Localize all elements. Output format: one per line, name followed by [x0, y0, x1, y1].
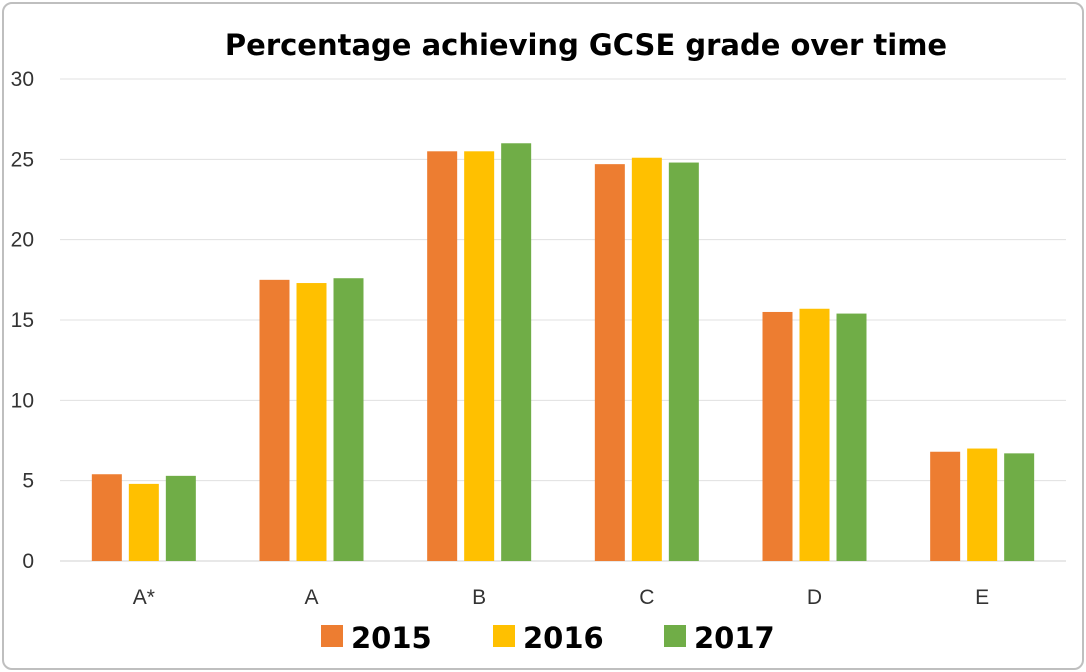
bar-2017-A*	[165, 475, 196, 561]
x-tick-label: A*	[133, 586, 155, 609]
bar-2016-B	[464, 151, 495, 562]
legend-swatch-2015	[321, 625, 343, 647]
y-tick-label: 15	[11, 309, 34, 332]
y-tick-label: 25	[11, 148, 34, 171]
bar-2015-E	[930, 451, 961, 561]
legend-label-2017: 2017	[694, 621, 775, 655]
legend-label-2016: 2016	[523, 621, 604, 655]
bar-2015-C	[594, 164, 625, 562]
legend-swatch-2016	[493, 625, 515, 647]
x-tick-label: D	[807, 586, 822, 609]
x-tick-label: C	[639, 586, 654, 609]
x-tick-label: B	[472, 586, 486, 609]
bar-2015-A*	[91, 474, 122, 561]
x-tick-label: E	[975, 586, 989, 609]
bar-2016-A*	[128, 483, 159, 561]
y-tick-label: 10	[11, 389, 34, 412]
bar-2017-C	[668, 162, 699, 561]
legend-swatch-2017	[664, 625, 686, 647]
bars	[91, 143, 1035, 562]
bar-2017-A	[333, 278, 364, 561]
y-tick-label: 5	[22, 470, 34, 493]
bar-2016-E	[967, 448, 998, 561]
bar-2017-D	[836, 313, 867, 561]
chart-title: Percentage achieving GCSE grade over tim…	[225, 28, 947, 62]
y-tick-label: 0	[22, 550, 34, 573]
bar-2015-D	[762, 311, 793, 561]
y-axis: 0 5 10 15 20 25 30	[11, 68, 34, 573]
legend: 2015 2016 2017	[321, 621, 775, 655]
bar-2015-B	[427, 151, 458, 562]
bar-2016-D	[799, 308, 830, 561]
bar-2017-B	[501, 143, 532, 561]
legend-label-2015: 2015	[351, 621, 432, 655]
bar-2016-C	[631, 157, 662, 561]
y-tick-label: 20	[11, 229, 34, 252]
x-tick-label: A	[304, 586, 318, 609]
x-axis: A* A B C D E	[133, 586, 989, 609]
bar-2016-A	[296, 283, 327, 561]
gridlines	[60, 78, 1066, 562]
bar-2015-A	[259, 279, 290, 561]
y-tick-label: 30	[11, 68, 34, 91]
bar-2017-E	[1004, 453, 1035, 561]
